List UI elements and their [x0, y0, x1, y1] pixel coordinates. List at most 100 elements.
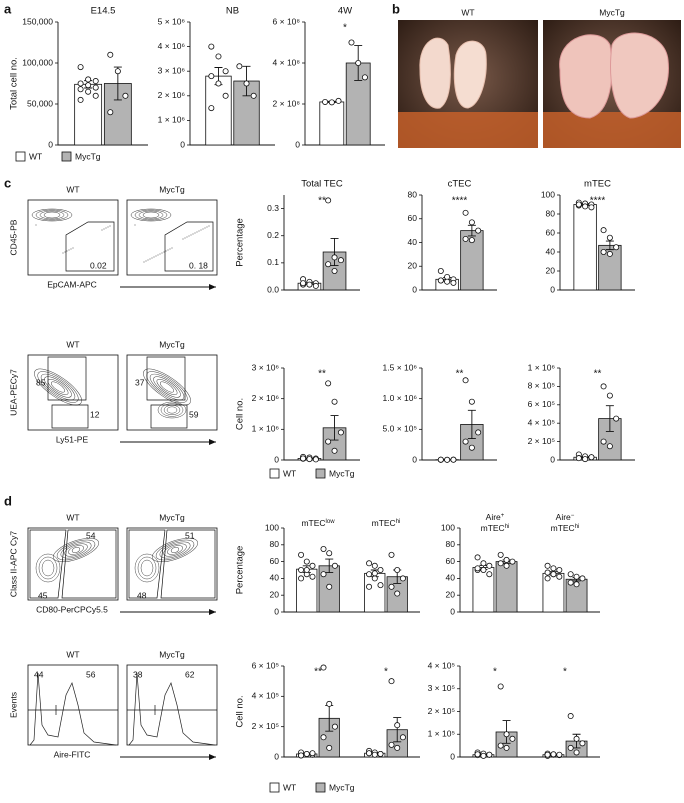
data-point [326, 744, 333, 751]
event [134, 224, 136, 226]
category-base: mTEC [372, 518, 396, 528]
contour [140, 559, 154, 577]
data-point [85, 82, 92, 89]
contour [143, 368, 191, 406]
chart-title: Total TEC [301, 179, 343, 190]
gate [29, 529, 117, 599]
contour [68, 545, 84, 555]
data-point [309, 562, 316, 569]
legend-label: MycTg [329, 782, 355, 792]
event [198, 230, 200, 232]
data-point [331, 254, 338, 261]
data-point [600, 248, 607, 255]
data-point [325, 261, 332, 268]
gate-value: 85 [36, 377, 46, 387]
axis [559, 368, 635, 461]
y-tick-label: 3 × 10⁶ [158, 65, 185, 75]
y-tick-label: 40 [408, 237, 418, 247]
contour [151, 537, 199, 563]
axis [283, 195, 360, 291]
data-point [474, 554, 481, 561]
contour [60, 541, 92, 559]
significance: * [384, 667, 388, 678]
data-point [468, 444, 475, 451]
flow-x-label: CD80-PerCPCy5.5 [36, 604, 108, 614]
y-tick-label: 0.0 [267, 284, 279, 294]
data-point [394, 567, 401, 574]
event [109, 225, 111, 227]
y-tick-label: 60 [408, 213, 418, 223]
event [68, 249, 70, 251]
gate-value: 51 [185, 530, 195, 540]
axis [189, 22, 275, 146]
event [35, 224, 37, 226]
data-point [77, 86, 84, 93]
data-point [486, 751, 493, 758]
y-tick-label: 80 [270, 539, 280, 549]
contour [153, 376, 181, 398]
data-point [480, 567, 487, 574]
data-point [468, 219, 475, 226]
y-axis-label: Percentage [235, 218, 246, 267]
data-point [462, 209, 469, 216]
significance: ** [314, 667, 322, 678]
data-point [77, 64, 84, 71]
bar-chart: 0 20 40 60 80 100 mTEC **** [541, 179, 635, 294]
y-tick-label: 6 × 10⁸ [273, 16, 301, 26]
data-point [509, 558, 516, 565]
flow-header: WT [66, 512, 79, 522]
contour [64, 543, 88, 557]
significance: **** [590, 196, 606, 207]
legend-label: WT [283, 468, 296, 478]
contour [163, 543, 187, 557]
event [186, 236, 188, 238]
flow-header: WT [66, 339, 79, 349]
data-point [388, 741, 395, 748]
event [202, 228, 204, 230]
gate-value: 45 [38, 590, 48, 600]
data-point [582, 203, 589, 210]
data-point [322, 98, 329, 105]
data-point [444, 278, 451, 285]
y-tick-label: 8 × 10⁵ [528, 381, 555, 391]
contour [43, 211, 61, 219]
y-axis-label: Total cell no. [9, 57, 20, 110]
gate-value: 56 [86, 669, 96, 679]
chart-title: cTEC [448, 179, 472, 190]
data-point [600, 383, 607, 390]
data-point [606, 234, 613, 241]
data-point [331, 447, 338, 454]
chart-title: 4W [338, 6, 352, 17]
data-point [573, 749, 580, 756]
data-point [208, 43, 215, 50]
data-point [326, 550, 333, 557]
data-point [250, 92, 257, 99]
data-point [243, 80, 250, 87]
data-point [335, 97, 342, 104]
data-point [606, 392, 613, 399]
data-point [309, 750, 316, 757]
flow-header: MycTg [159, 512, 185, 522]
y-tick-label: 0 [450, 606, 455, 616]
bar-chart: 0 1 × 10⁶ 2 × 10⁶ 3 × 10⁶ 4 × 10⁶ 5 × 10⁶ NB [158, 6, 275, 149]
data-point [371, 570, 378, 577]
event [206, 226, 208, 228]
flow-frame [126, 664, 218, 746]
flow-header: WT [66, 649, 79, 659]
event [190, 234, 192, 236]
histogram [128, 672, 216, 746]
gate-value: 59 [189, 409, 199, 419]
data-point [606, 250, 613, 257]
legend-label: MycTg [329, 468, 355, 478]
data-point [399, 734, 406, 741]
contour [156, 378, 178, 396]
contour [47, 378, 69, 396]
legend-swatch [315, 468, 326, 479]
y-tick-label: 2 × 10⁵ [252, 721, 279, 731]
gate [65, 221, 115, 272]
data-point [497, 560, 504, 567]
event [167, 249, 169, 251]
y-tick-label: 6 × 10⁵ [252, 660, 279, 670]
data-point [122, 92, 129, 99]
